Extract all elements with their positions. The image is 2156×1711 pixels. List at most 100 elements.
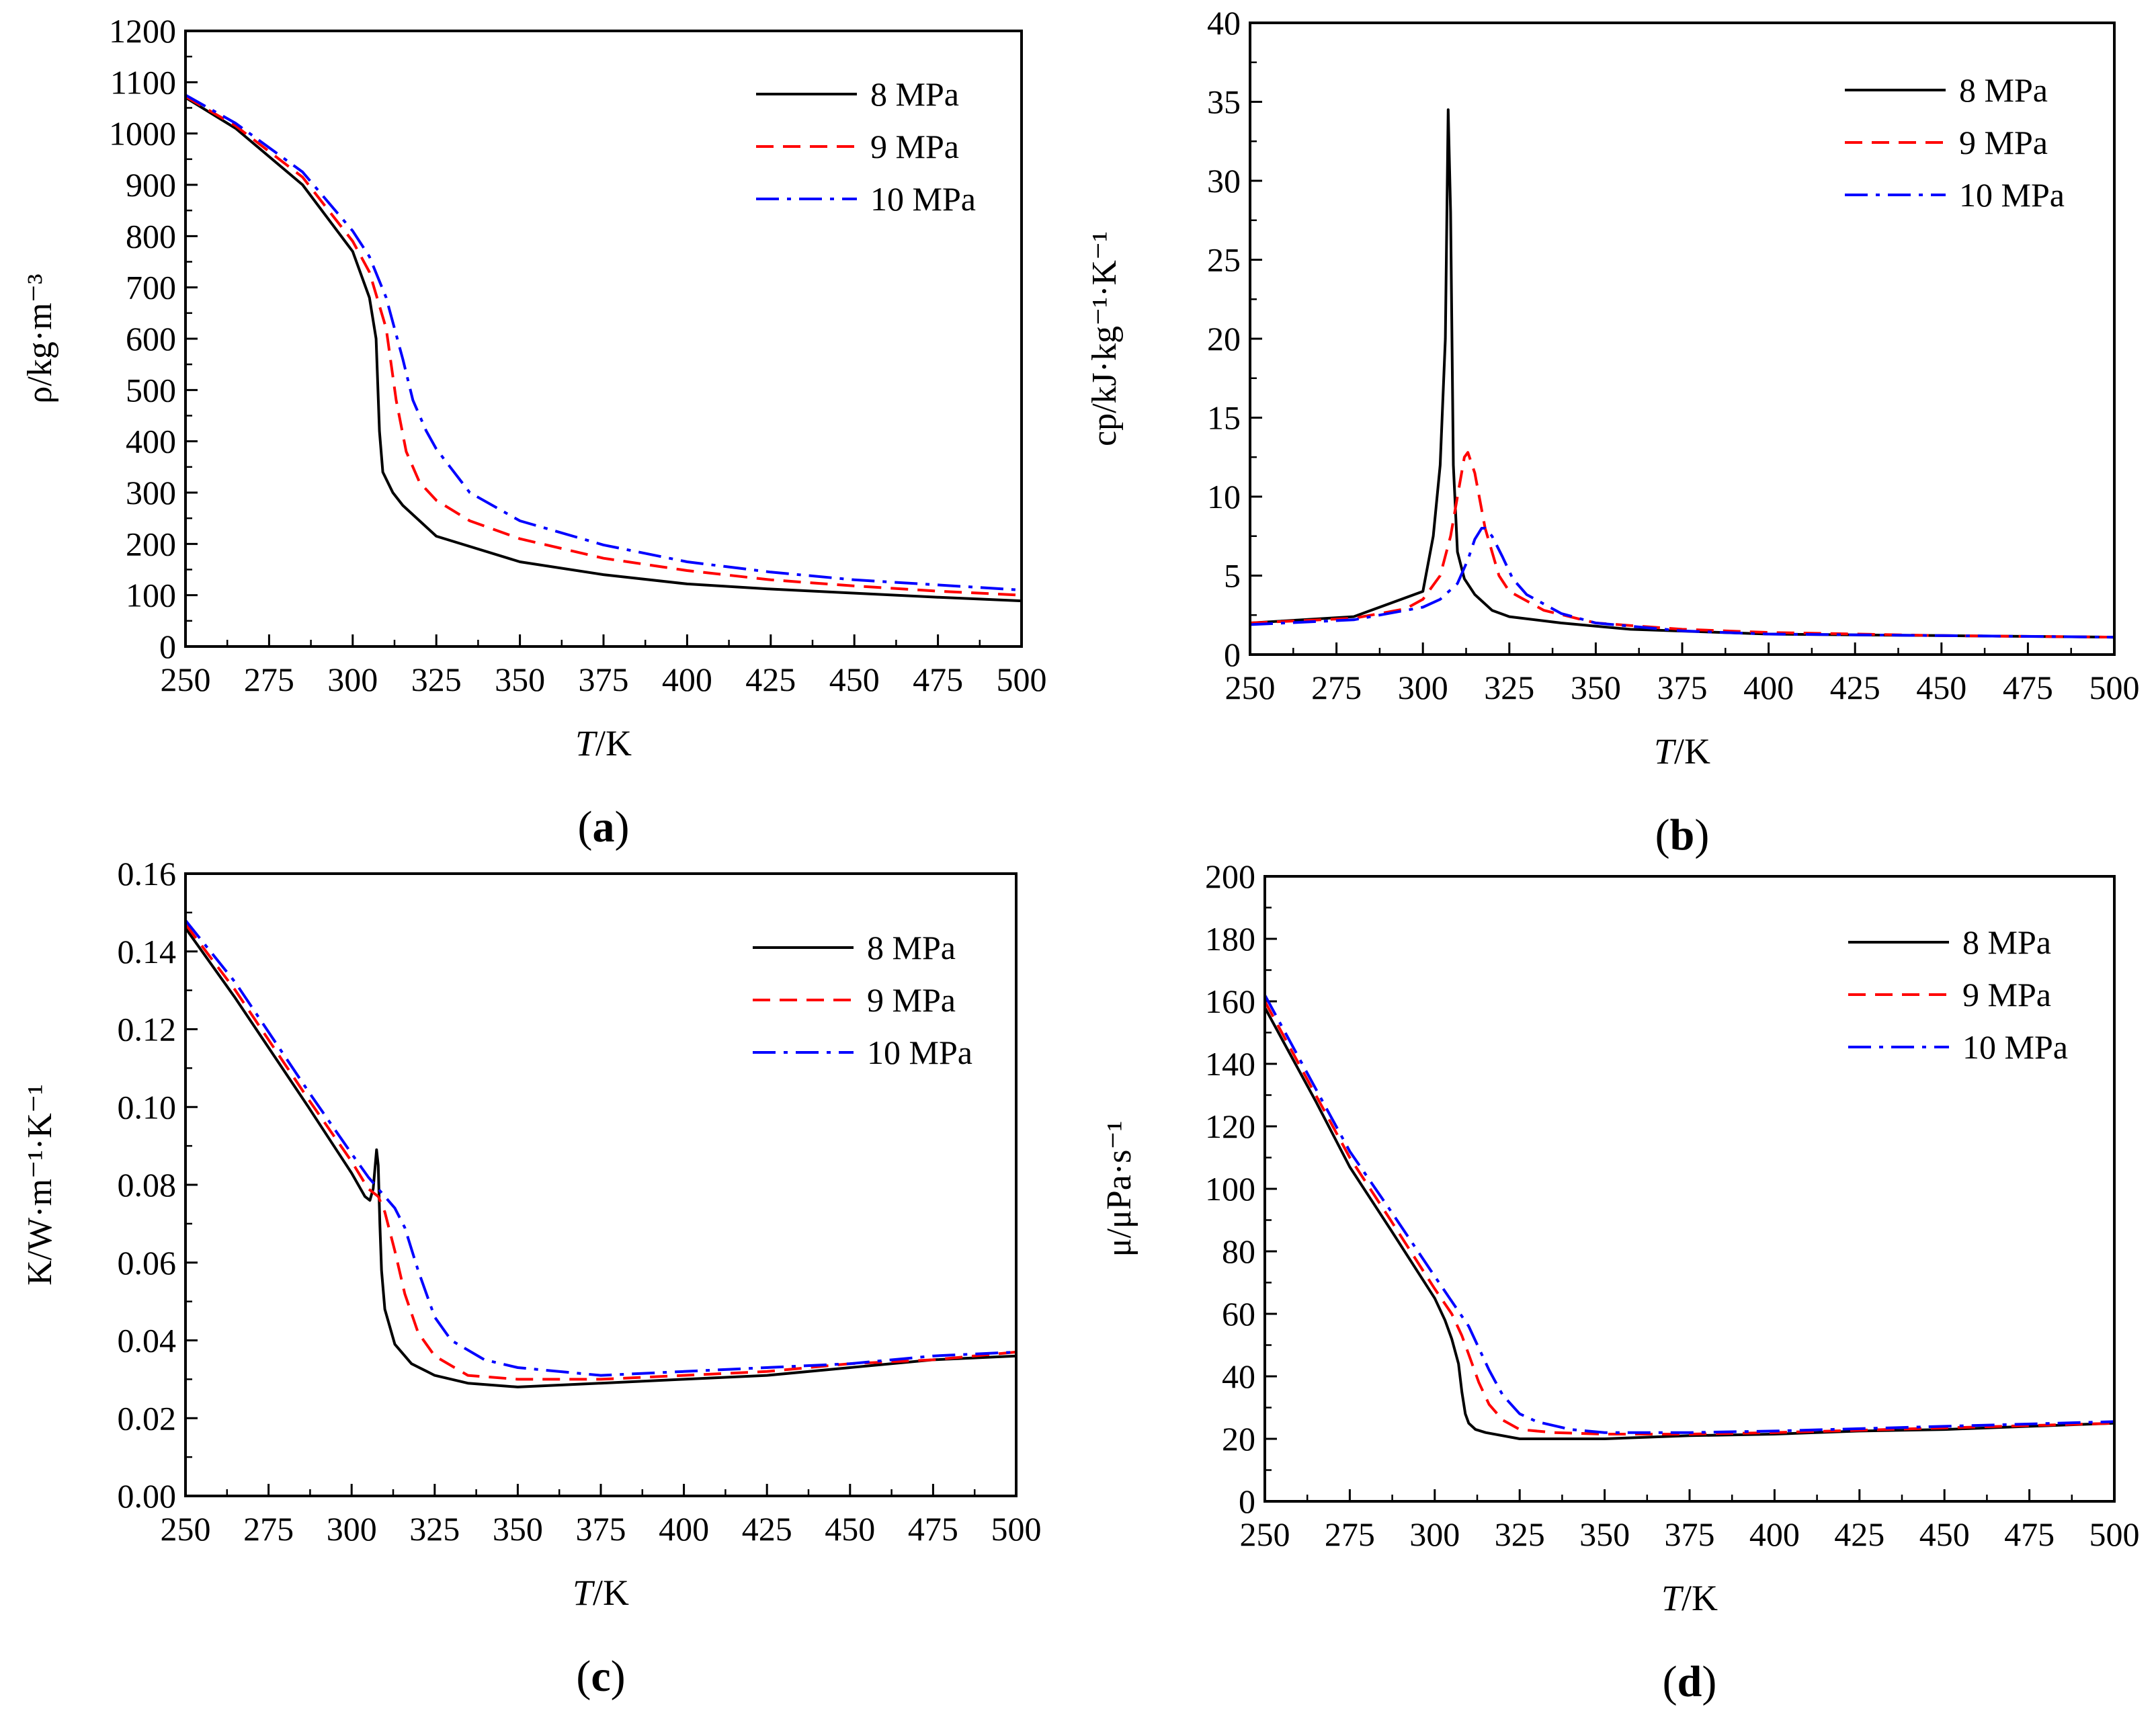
series-line-9-mpa xyxy=(1249,451,2115,639)
x-tick-label: 400 xyxy=(1743,669,1794,706)
x-tick-label: 250 xyxy=(161,661,211,698)
x-tick-label: 350 xyxy=(1571,669,1621,706)
series-line-10-mpa xyxy=(184,919,1017,1377)
x-tick-label: 450 xyxy=(1916,669,1966,706)
x-axis-label: T/K xyxy=(575,723,632,763)
y-tick-label: 400 xyxy=(126,423,176,460)
y-tick-label: 30 xyxy=(1207,162,1241,200)
y-tick-label: 600 xyxy=(126,320,176,358)
y-tick-label: 120 xyxy=(1205,1108,1255,1145)
series-line-10-mpa xyxy=(185,93,1022,591)
y-tick-label: 900 xyxy=(126,166,176,204)
y-tick-label: 0 xyxy=(1239,1483,1255,1520)
x-tick-label: 275 xyxy=(243,1510,294,1548)
x-tick-label: 400 xyxy=(1749,1515,1800,1553)
legend-label: 8 MPa xyxy=(870,75,959,113)
x-tick-label: 275 xyxy=(1325,1515,1375,1553)
series-line-8-mpa xyxy=(184,927,1017,1388)
x-tick-label: 325 xyxy=(1495,1515,1545,1553)
y-tick-label: 200 xyxy=(1205,858,1255,895)
legend-label: 9 MPa xyxy=(870,128,959,165)
y-tick-label: 20 xyxy=(1207,320,1241,358)
legend-label: 10 MPa xyxy=(1962,1028,2068,1066)
x-tick-label: 350 xyxy=(493,1510,543,1548)
x-tick-label: 250 xyxy=(161,1510,211,1548)
legend: 8 MPa 9 MPa 10 MPa xyxy=(756,75,976,218)
x-tick-label: 300 xyxy=(1409,1515,1460,1553)
y-tick-label: 25 xyxy=(1207,241,1241,279)
chart-panel-d: 250 275 300 325 350 375 400 425 450 475 500 0 20 40 60… xyxy=(1100,858,2140,1706)
plot-frame xyxy=(184,872,1018,1497)
legend-label: 8 MPa xyxy=(1962,923,2051,961)
chart-panel-b: 250 275 300 325 350 375 400 425 450 475 500 0 5 10 15 2… xyxy=(1085,4,2140,860)
panel-label: (d) xyxy=(1663,1657,1717,1706)
panel-label: (a) xyxy=(578,802,630,851)
x-tick-label: 425 xyxy=(1830,669,1880,706)
x-tick-label: 500 xyxy=(991,1510,1042,1548)
y-tick-label: 100 xyxy=(126,577,176,614)
x-tick-label: 450 xyxy=(825,1510,875,1548)
x-tick-label: 425 xyxy=(742,1510,792,1548)
legend: 8 MPa 9 MPa 10 MPa xyxy=(753,929,972,1071)
x-tick-label: 400 xyxy=(662,661,712,698)
y-tick-label: 0.04 xyxy=(118,1322,177,1360)
series-line-8-mpa xyxy=(184,96,1022,603)
y-tick-label: 700 xyxy=(126,269,176,306)
y-tick-label: 35 xyxy=(1207,83,1241,121)
x-tick-label: 500 xyxy=(2089,1515,2140,1553)
x-tick-label: 300 xyxy=(327,661,378,698)
x-axis-label: T/K xyxy=(1661,1578,1718,1618)
y-tick-label: 500 xyxy=(126,371,176,409)
series-line-10-mpa xyxy=(1249,527,2115,639)
plot-frame xyxy=(1249,22,2116,656)
y-tick-label: 60 xyxy=(1222,1295,1255,1333)
y-tick-label: 1100 xyxy=(110,63,176,101)
y-tick-label: 5 xyxy=(1224,557,1241,595)
x-tick-label: 250 xyxy=(1225,669,1276,706)
legend-label: 9 MPa xyxy=(1962,976,2051,1013)
y-axis-label: cp/kJ·kg⁻¹·K⁻¹ xyxy=(1085,231,1124,446)
chart-panel-c: 250 275 300 325 350 375 400 425 450 475 500 0.00 0.0… xyxy=(21,855,1042,1701)
x-tick-label: 375 xyxy=(1657,669,1708,706)
y-tick-label: 0.06 xyxy=(118,1244,177,1282)
x-tick-label: 500 xyxy=(2089,669,2140,706)
y-tick-label: 10 xyxy=(1207,478,1241,515)
x-tick-label: 325 xyxy=(409,1510,460,1548)
x-tick-label: 450 xyxy=(829,661,880,698)
y-tick-label: 300 xyxy=(126,474,176,511)
y-axis-label: K/W·m⁻¹·K⁻¹ xyxy=(21,1084,59,1286)
x-tick-label: 500 xyxy=(997,661,1047,698)
x-tick-label: 450 xyxy=(1919,1515,1970,1553)
y-axis-label: ρ/kg·m⁻³ xyxy=(21,274,59,403)
x-tick-label: 325 xyxy=(1484,669,1534,706)
y-tick-label: 0.12 xyxy=(118,1011,177,1048)
y-tick-label: 200 xyxy=(126,525,176,562)
x-tick-label: 250 xyxy=(1240,1515,1290,1553)
series-line-10-mpa xyxy=(1263,994,2115,1434)
x-tick-label: 475 xyxy=(2003,669,2053,706)
y-tick-label: 20 xyxy=(1222,1420,1255,1458)
y-tick-label: 0.16 xyxy=(118,855,177,892)
y-tick-label: 0.02 xyxy=(118,1399,177,1437)
x-axis-label: T/K xyxy=(1654,731,1710,771)
y-axis-label: μ/μPa·s⁻¹ xyxy=(1100,1121,1138,1257)
legend-label: 10 MPa xyxy=(870,180,976,218)
legend-label: 9 MPa xyxy=(867,981,956,1019)
series-line-8-mpa xyxy=(1249,108,2115,639)
x-tick-label: 325 xyxy=(411,661,462,698)
chart-panel-a: 250 275 300 325 350 375 400 425 450 475 500 0 100 200… xyxy=(21,12,1047,851)
legend-label: 9 MPa xyxy=(1959,124,2048,161)
y-tick-label: 0.10 xyxy=(118,1088,177,1126)
panel-label: (b) xyxy=(1655,810,1710,860)
legend-label: 10 MPa xyxy=(1959,176,2065,214)
y-tick-label: 180 xyxy=(1205,920,1255,958)
x-tick-label: 400 xyxy=(659,1510,709,1548)
x-tick-label: 475 xyxy=(2004,1515,2055,1553)
x-axis-label: T/K xyxy=(573,1573,629,1613)
x-tick-label: 275 xyxy=(244,661,294,698)
x-tick-label: 300 xyxy=(1398,669,1448,706)
y-tick-label: 0 xyxy=(1224,636,1241,673)
plot-frame xyxy=(1263,875,2116,1503)
x-tick-label: 425 xyxy=(745,661,796,698)
